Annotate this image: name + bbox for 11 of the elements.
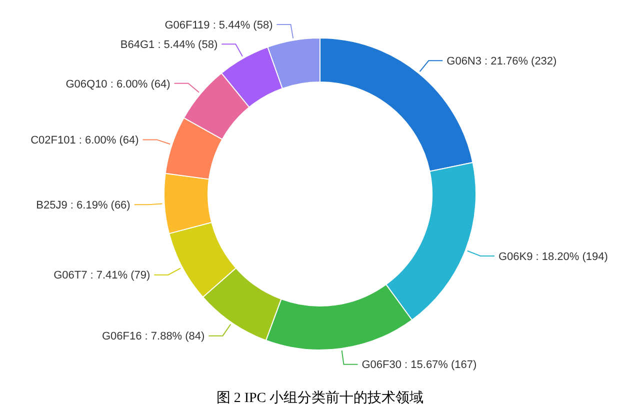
slice-label: G06F30 : 15.67% (167) [362, 359, 477, 372]
slice-label: G06F119 : 5.44% (58) [164, 19, 273, 32]
slice-label: G06F16 : 7.88% (84) [102, 330, 205, 343]
slice-label: C02F101 : 6.00% (64) [30, 134, 139, 147]
slice-label: G06K9 : 18.20% (194) [498, 250, 608, 263]
slice-label: G06Q10 : 6.00% (64) [66, 78, 170, 90]
slice-label: G06N3 : 21.76% (232) [446, 56, 557, 68]
slice-label: B64G1 : 5.44% (58) [120, 38, 218, 51]
slice-label: B25J9 : 6.19% (66) [36, 199, 130, 212]
slice-label: G06T7 : 7.41% (79) [54, 270, 150, 282]
text: 图 2 IPC 小组分类前十的技术领域 [216, 390, 424, 406]
